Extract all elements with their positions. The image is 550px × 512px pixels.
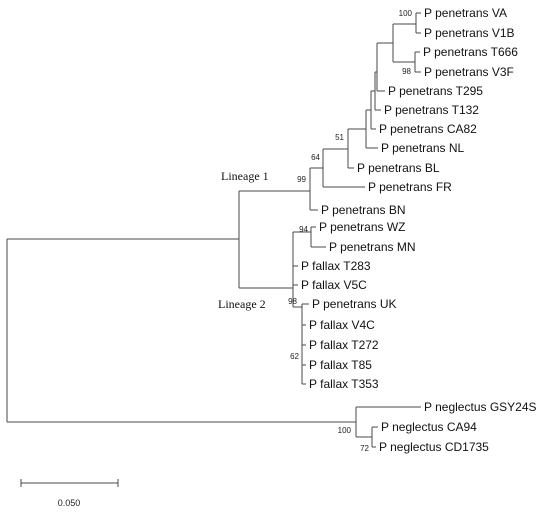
taxon-label-va: P penetrans VA [424, 6, 507, 20]
taxon-label-mn: P penetrans MN [329, 240, 416, 254]
taxon-labels: P penetrans VA P penetrans V1B P penetra… [301, 6, 537, 454]
taxon-label-v5c: P fallax V5C [301, 278, 367, 292]
bootstrap-node64: 64 [311, 153, 320, 162]
taxon-label-t132: P penetrans T132 [384, 103, 479, 117]
taxon-label-t353: P fallax T353 [309, 377, 379, 391]
taxon-label-ca94: P neglectus CA94 [381, 420, 477, 434]
taxon-label-fr: P penetrans FR [368, 180, 452, 194]
taxon-label-t272: P fallax T272 [309, 338, 379, 352]
taxon-label-uk: P penetrans UK [312, 297, 397, 311]
bootstrap-ca94-cd1735: 72 [360, 444, 369, 453]
bootstrap-wz-mn: 94 [299, 225, 308, 234]
taxon-label-bl: P penetrans BL [357, 161, 440, 175]
bootstrap-lineage2: 98 [288, 297, 297, 306]
tree-branches [6, 12, 421, 448]
taxon-label-t85: P fallax T85 [309, 358, 372, 372]
scale-bar: 0.050 [20, 479, 119, 508]
taxon-label-t295: P penetrans T295 [388, 84, 483, 98]
bootstrap-node51: 51 [335, 133, 344, 142]
lineage-1-label: Lineage 1 [221, 169, 269, 183]
taxon-label-wz: P penetrans WZ [319, 220, 405, 234]
taxon-label-gsy24s: P neglectus GSY24S [424, 400, 537, 414]
taxon-label-t666: P penetrans T666 [423, 45, 518, 59]
clade-labels: Lineage 1 Lineage 2 [218, 169, 269, 311]
taxon-label-v4c: P fallax V4C [309, 318, 375, 332]
taxon-label-cd1735: P neglectus CD1735 [379, 440, 489, 454]
bootstrap-neglectus: 100 [338, 426, 352, 435]
bootstrap-node62: 62 [290, 352, 299, 361]
taxon-label-nl: P penetrans NL [381, 141, 464, 155]
taxon-label-t283: P fallax T283 [301, 259, 371, 273]
lineage-2-label: Lineage 2 [218, 297, 266, 311]
taxon-label-ca82: P penetrans CA82 [379, 122, 477, 136]
bootstrap-t666-v3f: 98 [402, 67, 411, 76]
bootstrap-values: 100 98 51 64 99 94 98 62 100 72 [288, 9, 412, 453]
taxon-label-v3f: P penetrans V3F [424, 65, 514, 79]
taxon-label-bn: P penetrans BN [321, 203, 406, 217]
bootstrap-va-v1b: 100 [399, 9, 413, 18]
bootstrap-lineage1: 99 [297, 175, 306, 184]
taxon-label-v1b: P penetrans V1B [424, 26, 515, 40]
scale-bar-label: 0.050 [58, 498, 81, 508]
